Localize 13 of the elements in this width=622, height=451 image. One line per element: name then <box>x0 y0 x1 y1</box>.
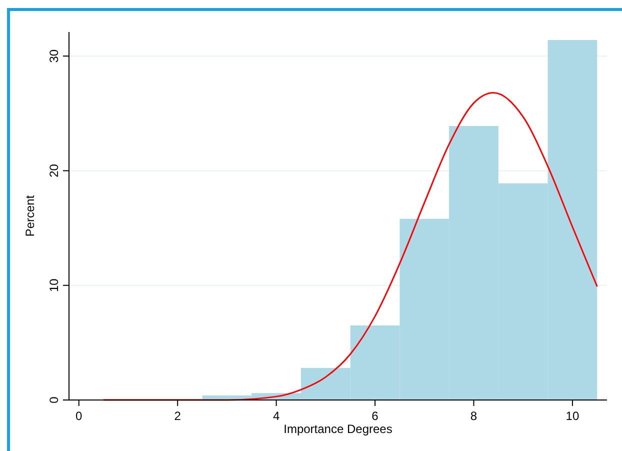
line-series <box>102 92 598 401</box>
x-tick-label: 10 <box>566 409 580 423</box>
x-tick-label: 4 <box>272 409 280 423</box>
x-tick-label: 2 <box>174 409 182 423</box>
x-axis-title: Importance Degrees <box>284 422 392 436</box>
y-tick-label: 20 <box>47 164 61 178</box>
y-tick-label: 0 <box>47 396 61 404</box>
y-tick-label: 30 <box>47 49 61 63</box>
x-tick-label: 8 <box>470 409 478 423</box>
y-tick-label: 10 <box>47 278 61 292</box>
y-axis-title: Percent <box>23 194 37 237</box>
x-tick-label: 0 <box>76 409 83 423</box>
x-tick-label: 6 <box>372 409 379 423</box>
